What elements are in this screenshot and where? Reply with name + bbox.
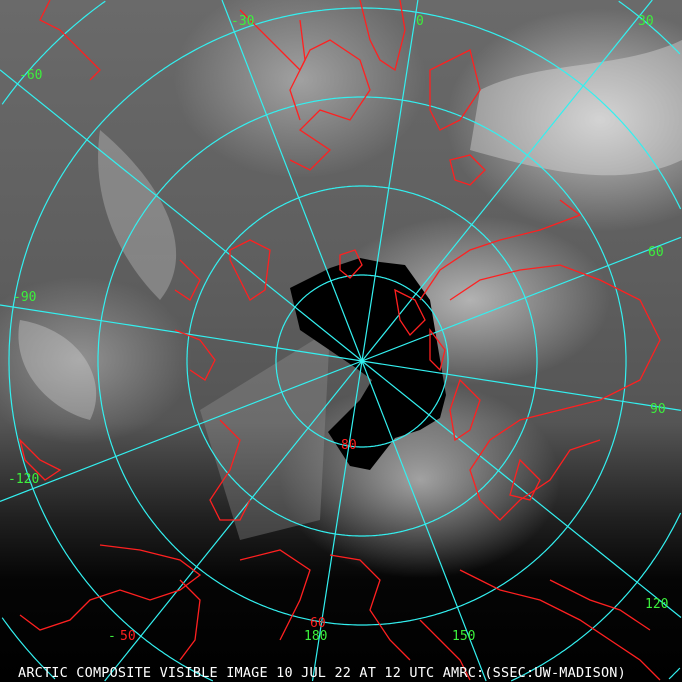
latitude-label: 80 <box>341 438 357 453</box>
image-caption: ARCTIC COMPOSITE VISIBLE IMAGE 10 JUL 22… <box>18 665 626 681</box>
longitude-label: -30 <box>231 14 255 29</box>
meridian-90 <box>361 360 682 411</box>
longitude-label: 0 <box>416 14 424 29</box>
meridian-60 <box>361 236 682 362</box>
parallel-60 <box>97 96 627 626</box>
longitude-label: 90 <box>650 402 666 417</box>
longitude-label: 30 <box>638 14 654 29</box>
parallel-50 <box>8 7 682 682</box>
longitude-label: -120 <box>8 472 40 487</box>
latitude-label: 60 <box>310 616 326 631</box>
coastlines <box>18 0 661 681</box>
meridian--150 <box>104 360 363 682</box>
meridian-30 <box>361 0 653 362</box>
meridian--30 <box>221 0 363 362</box>
cloud-texture <box>18 40 682 540</box>
latitude-label: 50 <box>120 629 136 644</box>
longitude-label: 120 <box>645 597 669 612</box>
longitude-label: -60 <box>19 68 43 83</box>
parallel-70 <box>186 185 538 537</box>
longitude-label: 180 <box>304 629 328 644</box>
longitude-label: 60 <box>648 245 664 260</box>
longitude-label: - <box>108 629 116 644</box>
meridian--120 <box>0 360 363 502</box>
meridian--60 <box>0 69 363 362</box>
meridian-120 <box>361 360 682 618</box>
meridian-0 <box>361 0 419 362</box>
meridian-150 <box>361 360 487 682</box>
parallel-80 <box>275 274 449 448</box>
meridian--180 <box>311 360 363 682</box>
longitude-label: 150 <box>452 629 476 644</box>
longitude-label: -90 <box>13 290 37 305</box>
no-data-region <box>290 258 446 470</box>
